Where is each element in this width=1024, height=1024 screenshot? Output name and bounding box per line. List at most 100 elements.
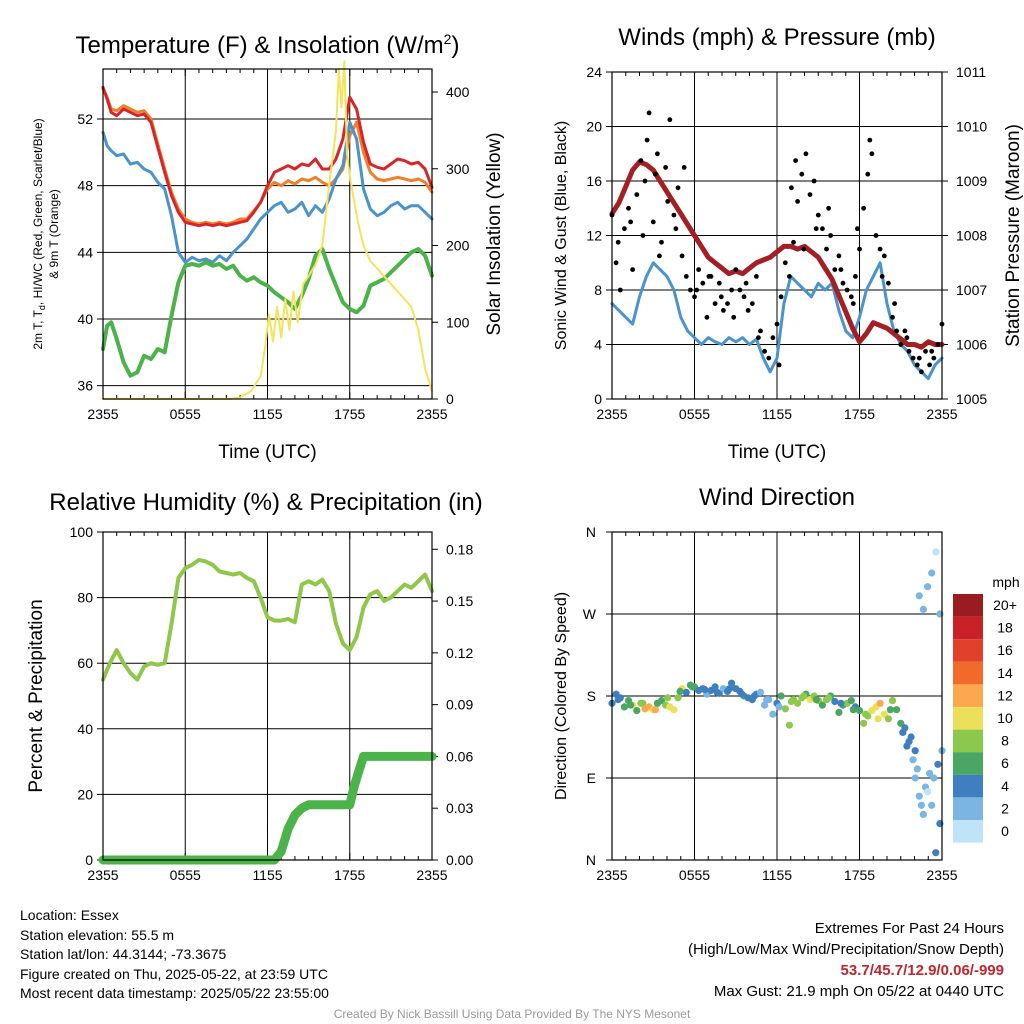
legend-label: 0 (1001, 823, 1009, 839)
legend-label: 16 (997, 642, 1013, 658)
x-tick-label: 1155 (762, 406, 792, 422)
plot-border (102, 531, 433, 861)
gust-point (749, 301, 755, 306)
x-tick-label: 2355 (596, 867, 627, 883)
direction-point (934, 760, 942, 768)
direction-point (756, 688, 765, 697)
y-axis-label-subscript: d (37, 305, 47, 310)
direction-point (835, 708, 843, 717)
credit-line: Created By Nick Bassill Using Data Provi… (333, 1007, 691, 1021)
y-tick-label: 40 (77, 721, 93, 737)
direction-point (777, 692, 785, 700)
y2-tick-label: 1011 (956, 64, 986, 80)
direction-point (893, 706, 901, 714)
direction-point (728, 679, 736, 687)
gust-point (657, 253, 662, 259)
plot-border (611, 531, 943, 861)
plot-border (102, 68, 433, 400)
legend-swatch (953, 594, 983, 617)
gust-point (688, 287, 693, 293)
direction-point (862, 710, 870, 718)
gust-point (910, 355, 916, 361)
direction-point (664, 694, 672, 702)
gust-point (626, 205, 631, 211)
x-tick-label: 2355 (416, 867, 447, 883)
gust-point (803, 151, 809, 157)
y2-tick-label: 100 (446, 314, 470, 330)
chart-title-text: Wind Direction (699, 484, 855, 511)
y2-tick-label: 0.03 (446, 800, 473, 816)
gust-point (628, 219, 633, 225)
legend-swatch (953, 774, 983, 798)
direction-point (897, 719, 905, 727)
direction-point (682, 688, 690, 697)
gust-point (655, 151, 660, 157)
gust-point (865, 171, 871, 177)
gust-point (617, 287, 623, 293)
gust-point (673, 226, 679, 232)
station-elevation: Station elevation: 55.5 m (20, 926, 175, 943)
x-tick-label: 1155 (762, 867, 792, 883)
direction-point (899, 728, 907, 737)
direction-point (926, 769, 934, 778)
series-yellow-line (102, 60, 433, 400)
y2-tick-label: 0.12 (446, 645, 473, 661)
y2-tick-label: 0.00 (446, 852, 473, 868)
pressure-line (609, 159, 945, 350)
sonic-wind-line (610, 261, 944, 381)
x-tick-label: 0555 (679, 867, 710, 883)
x-tick-label: 2355 (596, 406, 627, 422)
direction-point (769, 710, 777, 718)
direction-point (932, 849, 940, 857)
chart-title-text: Temperature (F) & Insolation (W/m (76, 32, 444, 59)
direction-point (620, 703, 629, 711)
direction-point (785, 721, 794, 729)
direction-point (713, 688, 721, 697)
y-tick-label: 8 (594, 282, 602, 298)
gust-point (683, 274, 689, 279)
x-tick-label: 1755 (334, 867, 365, 883)
direction-point (924, 583, 932, 591)
y-tick-label: 36 (77, 378, 93, 394)
direction-point (919, 810, 928, 819)
legend-label: 4 (1001, 778, 1009, 794)
gust-point (646, 110, 652, 116)
gust-point (836, 253, 842, 259)
y-axis-label-line2: & 9m T (Orange) (47, 189, 61, 279)
y-tick-label: 20 (77, 786, 93, 802)
direction-point (930, 774, 938, 782)
gust-point (692, 294, 697, 300)
direction-point (800, 692, 808, 700)
extremes-box: Extremes For Past 24 Hours (High/Low/Max… (688, 918, 1004, 1002)
direction-point (674, 694, 682, 702)
y-tick-label: W (583, 606, 597, 622)
gust-point (873, 233, 879, 238)
gust-point (756, 335, 761, 341)
direction-point (787, 697, 796, 706)
chart-title-superscript: 2 (444, 31, 452, 47)
direction-point (849, 706, 857, 714)
direction-point (907, 733, 915, 741)
y2-tick-label: 400 (446, 84, 470, 100)
legend-label: 12 (997, 687, 1013, 703)
gust-point (716, 280, 722, 286)
gust-point (754, 274, 759, 279)
y-tick-label: 4 (594, 337, 602, 353)
gust-point (914, 362, 920, 368)
gust-point (787, 274, 792, 279)
gust-point (832, 267, 838, 272)
gust-point (725, 301, 730, 306)
recent-timestamp: Most recent data timestamp: 2025/05/22 2… (20, 985, 329, 1001)
gust-point (867, 137, 873, 143)
y-tick-label: S (587, 688, 596, 704)
precipitation-line (98, 751, 437, 865)
gust-point (877, 246, 883, 252)
y-tick-label: 24 (586, 64, 602, 80)
gust-point (644, 137, 650, 143)
direction-point (761, 701, 769, 709)
gust-point (844, 287, 850, 293)
gust-point (718, 294, 724, 300)
y-tick-label: 48 (77, 178, 93, 194)
direction-point (915, 592, 923, 600)
gust-point (902, 328, 908, 334)
